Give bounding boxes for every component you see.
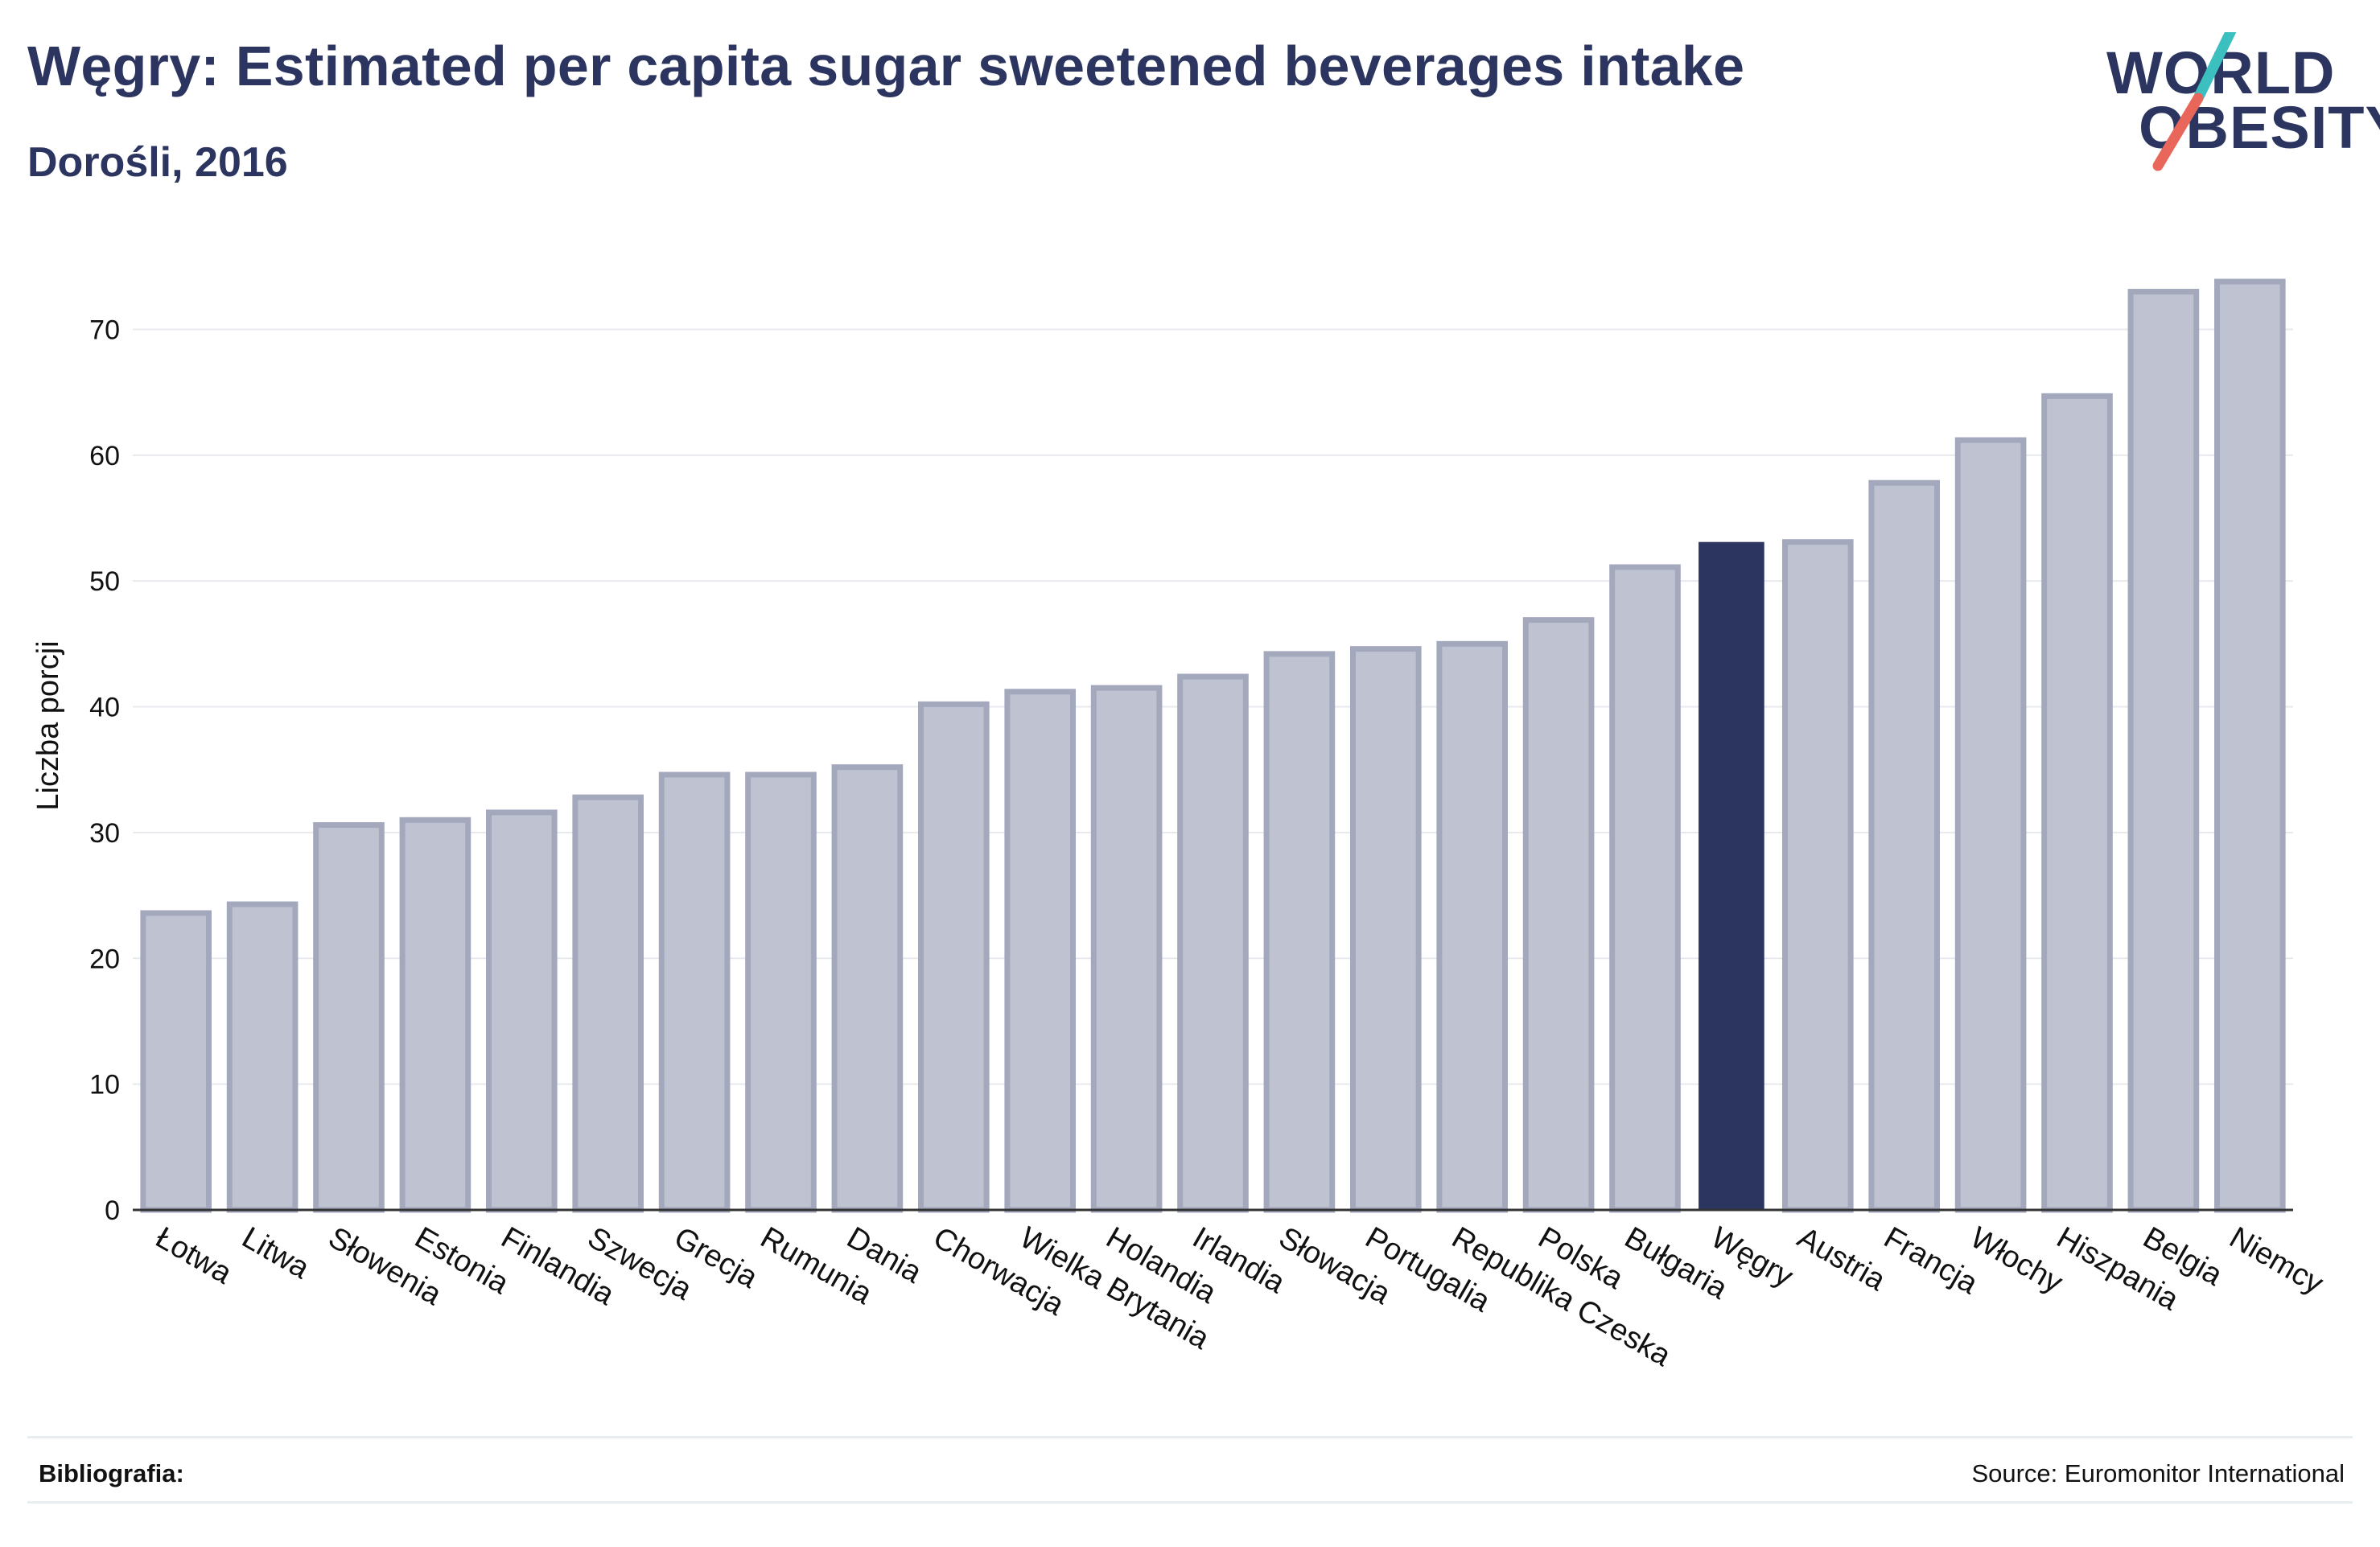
bar (399, 817, 471, 1213)
bar (1781, 539, 1854, 1213)
bar (1609, 564, 1681, 1213)
x-tick-label: Litwa (237, 1220, 316, 1286)
bar (572, 794, 644, 1213)
bar-highlighted (1699, 541, 1764, 1210)
x-tick-label: Włochy (1965, 1220, 2069, 1300)
x-tick-label: Austria (1792, 1220, 1892, 1298)
x-tick-label: Niemcy (2224, 1220, 2329, 1301)
bar (1954, 437, 2027, 1213)
y-tick-label: 50 (89, 566, 120, 597)
y-tick-label: 20 (89, 944, 120, 974)
bar (1263, 651, 1336, 1213)
bar (1436, 640, 1509, 1213)
y-tick-label: 30 (89, 818, 120, 849)
y-tick-label: 60 (89, 441, 120, 471)
bar (485, 809, 558, 1213)
bar (2041, 393, 2113, 1213)
bar (1090, 685, 1163, 1213)
bar (1522, 617, 1595, 1213)
bar (1004, 689, 1077, 1213)
y-tick-label: 40 (89, 693, 120, 723)
bar (226, 901, 299, 1213)
page-subtitle: Dorośli, 2016 (27, 139, 288, 186)
footer-divider-top (27, 1436, 2353, 1438)
source-note: Source: Euromonitor International (1971, 1459, 2345, 1487)
x-tick-label: Łotwa (150, 1220, 238, 1291)
y-tick-label: 0 (105, 1195, 120, 1226)
bar (140, 910, 212, 1213)
bibliography-label: Bibliografia: (39, 1459, 184, 1487)
world-obesity-logo: WORLD OBESITY (2092, 32, 2380, 177)
bar (2127, 289, 2200, 1213)
x-tick-label: Francja (1878, 1220, 1983, 1301)
bar (1349, 646, 1422, 1213)
y-tick-label: 70 (89, 315, 120, 345)
bar (831, 764, 904, 1213)
bar (658, 771, 731, 1213)
bar (2213, 278, 2286, 1213)
logo-slash-icon (2152, 32, 2237, 171)
y-axis-title: Liczba porcji (31, 640, 65, 810)
footer-divider-bottom (27, 1501, 2353, 1504)
bar (745, 771, 817, 1213)
page-title: Węgry: Estimated per capita sugar sweete… (27, 35, 1745, 97)
bar (917, 701, 990, 1213)
bar (313, 822, 385, 1213)
bar (1177, 673, 1249, 1213)
bar (1868, 479, 1941, 1213)
y-tick-label: 10 (89, 1070, 120, 1101)
